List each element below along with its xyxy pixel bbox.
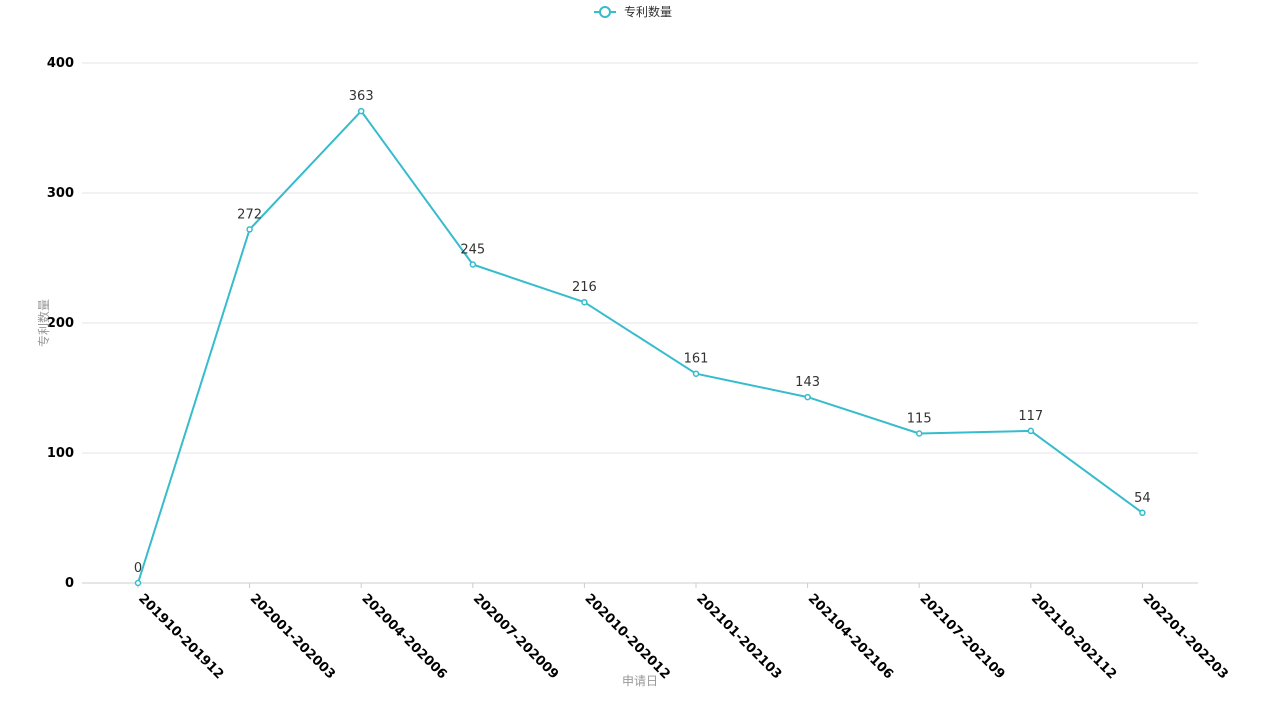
y-tick-label: 300 xyxy=(47,186,74,201)
data-point[interactable] xyxy=(469,261,477,268)
x-tick-label: 202101-202103 xyxy=(693,591,784,682)
data-label: 117 xyxy=(1018,409,1043,424)
x-tick-label: 202201-202203 xyxy=(1140,591,1231,682)
data-label: 216 xyxy=(572,280,597,295)
x-tick-label: 201910-201912 xyxy=(135,591,226,682)
x-tick-label: 202107-202109 xyxy=(916,591,1007,682)
y-tick-label: 400 xyxy=(47,56,74,71)
data-label: 115 xyxy=(907,412,932,427)
data-point[interactable] xyxy=(804,393,811,401)
x-tick-label: 202004-202006 xyxy=(358,591,449,682)
data-label: 161 xyxy=(684,352,709,367)
data-labels: 0 272 363 245 216 161 143 115 117 54 xyxy=(134,89,1151,576)
data-label: 143 xyxy=(795,375,820,390)
data-point[interactable] xyxy=(246,226,253,233)
x-tick-label: 202010-202012 xyxy=(582,591,673,682)
x-tick-label: 202110-202112 xyxy=(1028,591,1119,682)
y-tick-label: 200 xyxy=(47,316,74,331)
x-axis-title: 申请日 xyxy=(622,674,658,688)
data-point[interactable] xyxy=(915,430,923,437)
y-axis-title: 专利数量 xyxy=(36,299,51,347)
data-label: 245 xyxy=(460,243,485,258)
data-point[interactable] xyxy=(1027,427,1035,435)
y-axis-ticks: 0 100 200 300 400 xyxy=(47,56,74,591)
x-tick-label: 202001-202003 xyxy=(247,591,338,682)
data-label: 54 xyxy=(1134,491,1151,506)
data-label: 363 xyxy=(349,89,374,104)
series-group xyxy=(134,107,1146,587)
x-tick-label: 202104-202106 xyxy=(805,591,896,682)
y-tick-label: 100 xyxy=(47,446,74,461)
legend-marker-icon xyxy=(599,6,611,18)
data-point[interactable] xyxy=(357,107,365,115)
data-label: 0 xyxy=(134,561,142,576)
grid xyxy=(82,62,1198,584)
data-label: 272 xyxy=(237,207,262,222)
legend-label: 专利数量 xyxy=(624,4,672,19)
data-point[interactable] xyxy=(134,579,142,587)
data-point[interactable] xyxy=(692,370,700,377)
x-tick-label: 202007-202009 xyxy=(470,591,561,682)
series-line xyxy=(137,110,1143,584)
x-axis-ticks: 201910-201912 202001-202003 202004-202006 2… xyxy=(135,583,1231,682)
y-tick-label: 0 xyxy=(65,576,74,591)
data-point[interactable] xyxy=(581,298,588,306)
data-point[interactable] xyxy=(1139,509,1146,517)
legend[interactable]: 专利数量 xyxy=(594,4,672,19)
